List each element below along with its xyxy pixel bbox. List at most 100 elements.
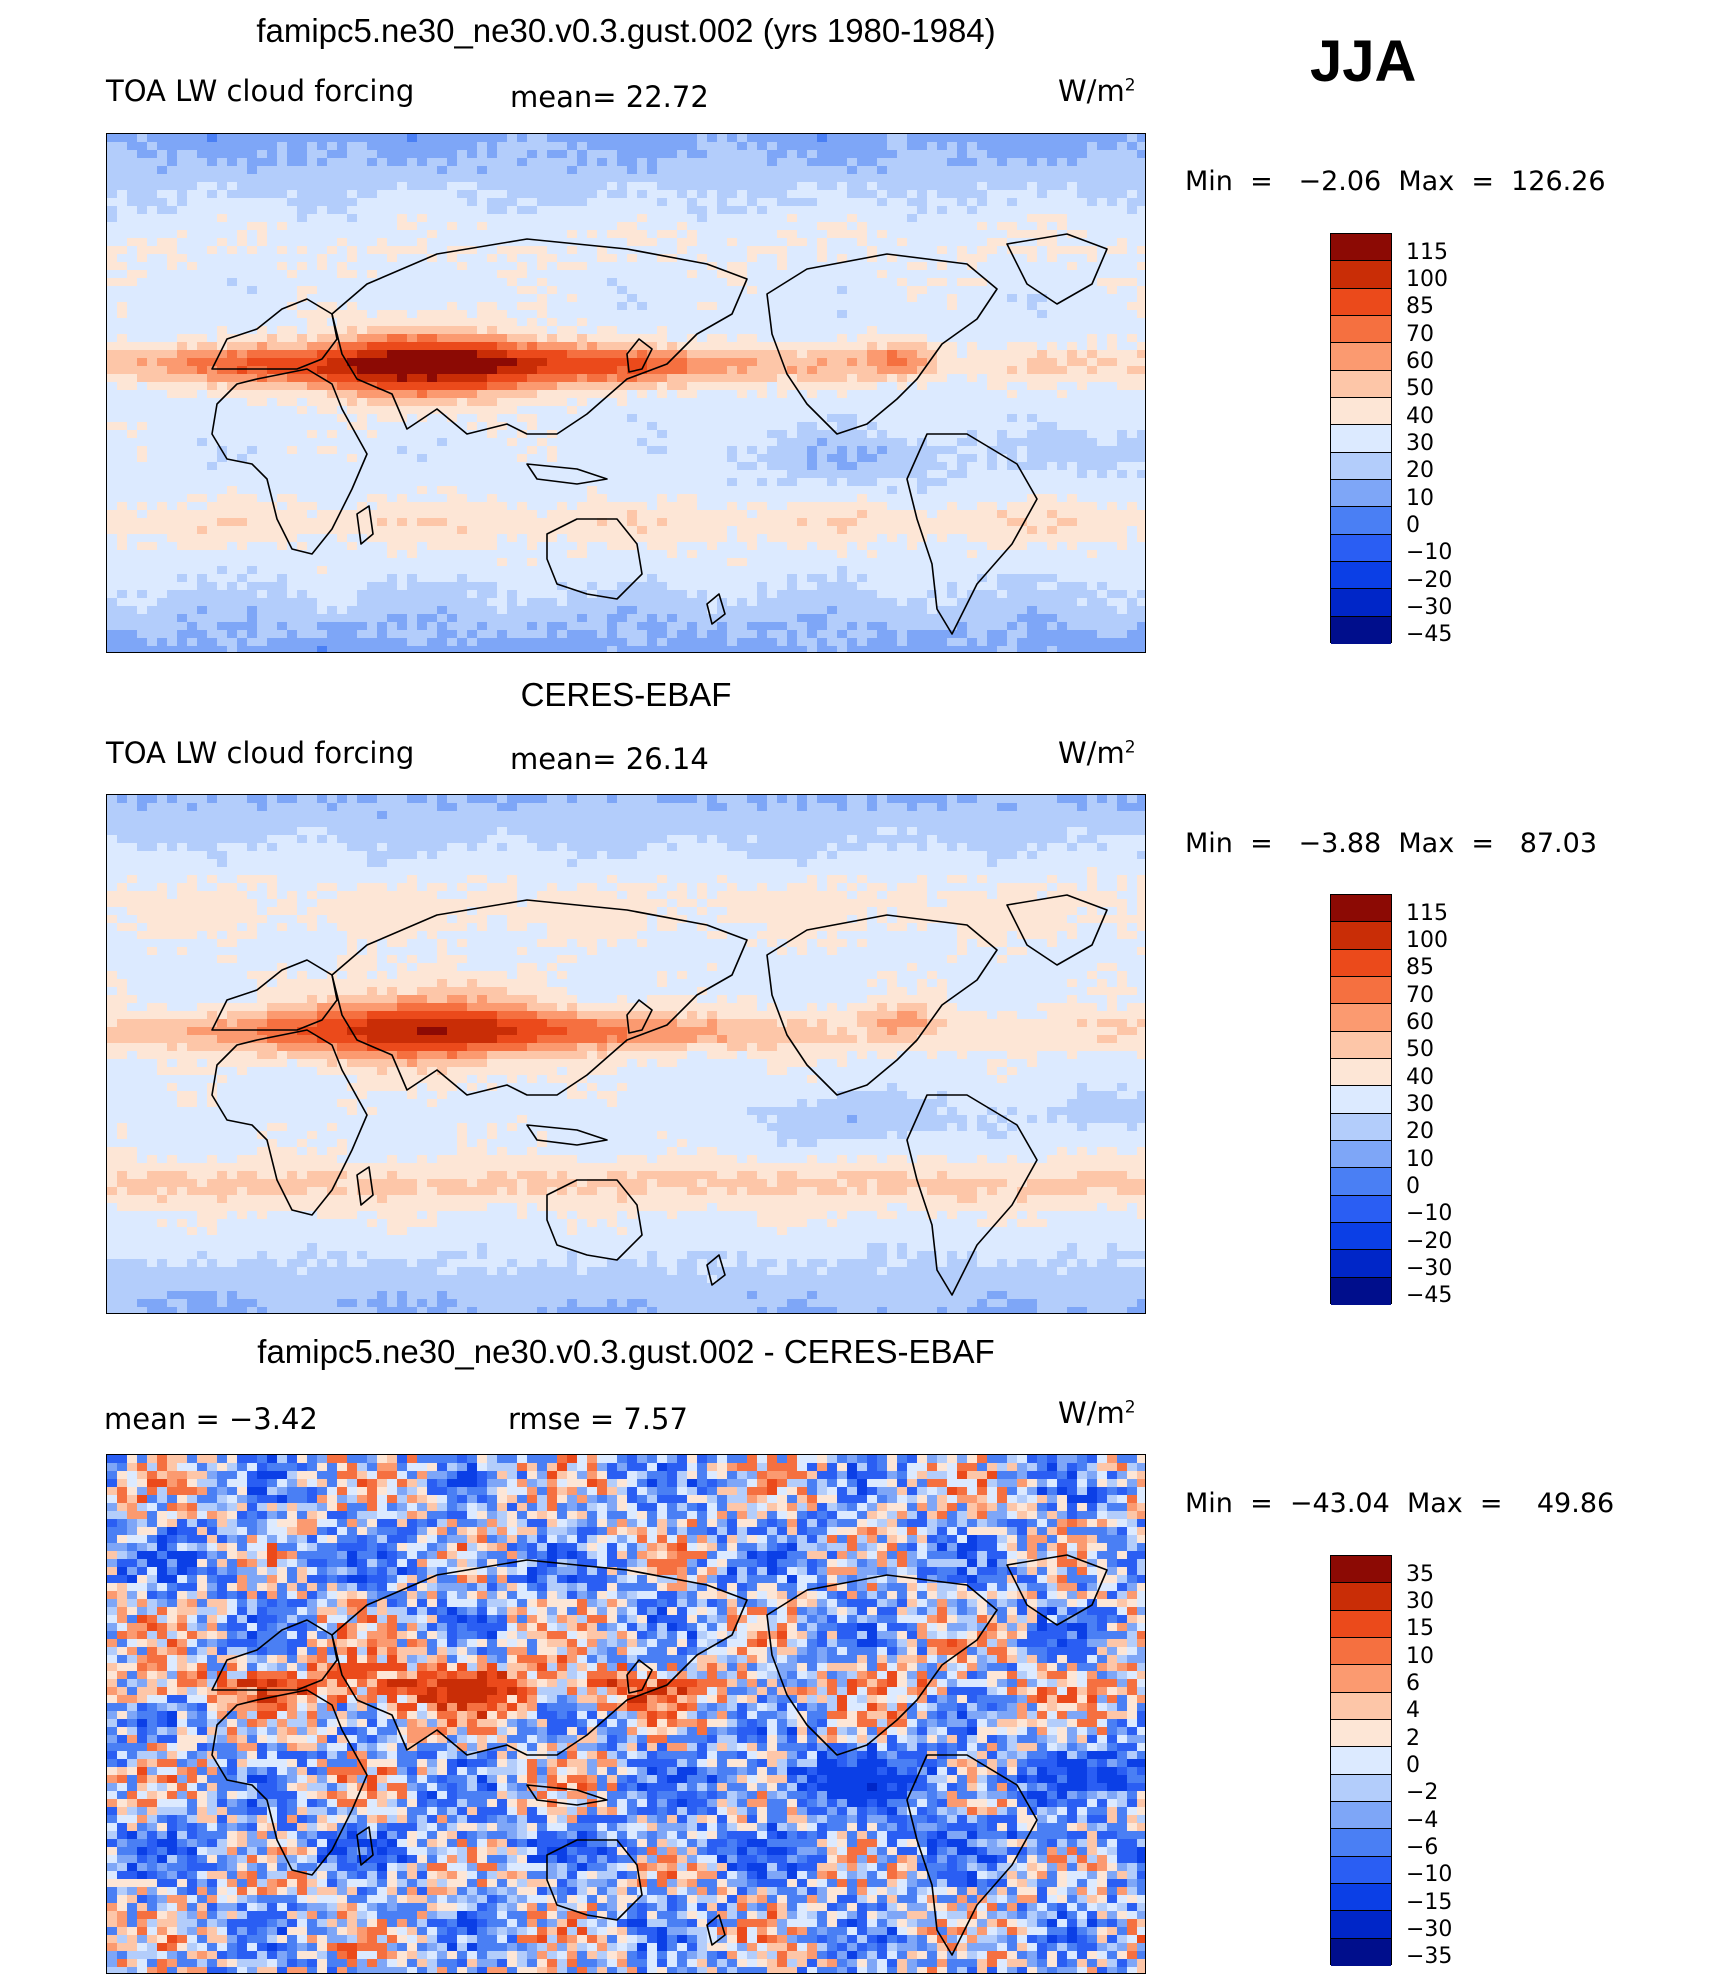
map-cell <box>517 230 528 239</box>
map-cell <box>367 302 378 311</box>
map-cell <box>127 134 138 143</box>
map-cell <box>567 270 578 279</box>
map-cell <box>627 374 638 383</box>
map-cell <box>847 166 858 175</box>
map-cell <box>707 422 718 431</box>
map-cell <box>897 214 908 223</box>
map-cell <box>127 198 138 207</box>
map-cell <box>757 166 768 175</box>
map-cell <box>407 494 418 503</box>
map-cell <box>567 206 578 215</box>
map-cell <box>287 294 298 303</box>
map-cell <box>267 262 278 271</box>
map-cell <box>1127 510 1138 519</box>
map-cell <box>857 246 868 255</box>
map-cell <box>367 350 378 359</box>
map-cell <box>997 374 1008 383</box>
map-cell <box>807 334 818 343</box>
map-cell <box>947 462 958 471</box>
map-cell <box>257 430 268 439</box>
map-cell <box>1107 134 1118 143</box>
map-cell <box>917 206 928 215</box>
map-cell <box>747 454 758 463</box>
map-cell <box>1037 486 1048 495</box>
map-cell <box>757 134 768 143</box>
map-cell <box>247 134 258 143</box>
map-cell <box>1077 438 1088 447</box>
map-cell <box>957 174 968 183</box>
map-cell <box>987 470 998 479</box>
map-cell <box>837 174 848 183</box>
map-cell <box>997 470 1008 479</box>
map-cell <box>147 278 158 287</box>
map-cell <box>627 382 638 391</box>
map-cell <box>837 414 848 423</box>
map-cell <box>947 382 958 391</box>
map-cell <box>437 486 448 495</box>
map-cell <box>467 222 478 231</box>
map-cell <box>557 246 568 255</box>
map-cell <box>337 342 348 351</box>
map-cell <box>357 166 368 175</box>
map-cell <box>1067 182 1078 191</box>
map-cell <box>677 286 688 295</box>
map-cell <box>917 230 928 239</box>
map-cell <box>727 166 738 175</box>
map-cell <box>1137 230 1145 239</box>
map-cell <box>1117 182 1128 191</box>
map-cell <box>477 238 488 247</box>
map-cell <box>797 390 808 399</box>
map-cell <box>727 398 738 407</box>
map-cell <box>807 134 818 143</box>
map-cell <box>507 326 518 335</box>
map-cell <box>807 238 818 247</box>
map-cell <box>1047 230 1058 239</box>
map-cell <box>947 254 958 263</box>
map-cell <box>237 374 248 383</box>
map-cell <box>637 446 648 455</box>
map-cell <box>677 510 688 519</box>
map-cell <box>277 334 288 343</box>
map-cell <box>477 462 488 471</box>
map-cell <box>267 358 278 367</box>
map-cell <box>847 366 858 375</box>
map-cell <box>1117 358 1128 367</box>
map-cell <box>707 430 718 439</box>
map-cell <box>387 206 398 215</box>
map-cell <box>797 342 808 351</box>
map-cell <box>957 414 968 423</box>
map-cell <box>767 318 778 327</box>
map-cell <box>1137 198 1145 207</box>
map-cell <box>507 294 518 303</box>
map-cell <box>1007 286 1018 295</box>
map-cell <box>457 190 468 199</box>
map-cell <box>577 382 588 391</box>
map-cell <box>717 238 728 247</box>
map-cell <box>477 382 488 391</box>
map-cell <box>997 158 1008 167</box>
map-cell <box>197 350 208 359</box>
map-cell <box>997 174 1008 183</box>
map-cell <box>247 334 258 343</box>
map-cell <box>1127 278 1138 287</box>
map-cell <box>807 502 818 511</box>
map-cell <box>167 326 178 335</box>
map-cell <box>827 390 838 399</box>
map-cell <box>557 358 568 367</box>
map-cell <box>1037 222 1048 231</box>
map-cell <box>737 182 748 191</box>
map-cell <box>667 134 678 143</box>
map-cell <box>857 174 868 183</box>
map-cell <box>1027 462 1038 471</box>
map-cell <box>777 470 788 479</box>
map-cell <box>357 142 368 151</box>
map-cell <box>127 486 138 495</box>
map-cell <box>137 190 148 199</box>
map-cell <box>397 510 408 519</box>
map-cell <box>267 318 278 327</box>
map-cell <box>557 302 568 311</box>
map-cell <box>847 174 858 183</box>
map-cell <box>327 446 338 455</box>
map-cell <box>497 334 508 343</box>
map-cell <box>277 238 288 247</box>
